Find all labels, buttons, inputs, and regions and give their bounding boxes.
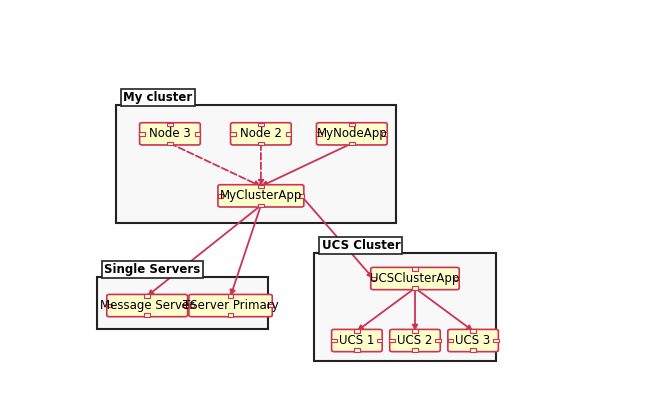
- Bar: [435, 339, 441, 342]
- Bar: [228, 294, 233, 298]
- FancyBboxPatch shape: [189, 294, 273, 317]
- Bar: [228, 313, 233, 317]
- Bar: [349, 142, 355, 145]
- Bar: [412, 329, 418, 333]
- Bar: [183, 304, 188, 307]
- Bar: [258, 185, 263, 188]
- Text: TServer Primary: TServer Primary: [183, 299, 278, 312]
- Bar: [258, 123, 263, 126]
- Text: My cluster: My cluster: [123, 91, 193, 104]
- Text: Message Server: Message Server: [100, 299, 194, 312]
- Bar: [412, 267, 418, 271]
- FancyBboxPatch shape: [390, 330, 440, 352]
- Text: UCS Cluster: UCS Cluster: [321, 239, 400, 252]
- Bar: [377, 339, 383, 342]
- Bar: [230, 132, 236, 135]
- Bar: [412, 286, 418, 290]
- Bar: [382, 132, 387, 135]
- Text: MyClusterApp: MyClusterApp: [220, 189, 302, 202]
- Text: UCS 2: UCS 2: [397, 334, 433, 347]
- Bar: [167, 142, 173, 145]
- Text: UCS 1: UCS 1: [339, 334, 375, 347]
- Bar: [331, 339, 337, 342]
- Bar: [354, 329, 360, 333]
- FancyBboxPatch shape: [448, 330, 498, 352]
- FancyBboxPatch shape: [107, 294, 188, 317]
- FancyBboxPatch shape: [218, 185, 304, 207]
- Bar: [470, 329, 476, 333]
- FancyBboxPatch shape: [316, 123, 387, 145]
- Bar: [454, 277, 460, 280]
- Bar: [167, 123, 173, 126]
- Bar: [354, 348, 360, 352]
- Bar: [447, 339, 453, 342]
- Text: UCSClusterApp: UCSClusterApp: [370, 272, 460, 285]
- Bar: [106, 304, 112, 307]
- Text: Node 3: Node 3: [149, 127, 191, 140]
- Bar: [470, 348, 476, 352]
- Bar: [267, 304, 273, 307]
- Text: MyNodeApp: MyNodeApp: [316, 127, 387, 140]
- Bar: [349, 123, 355, 126]
- Bar: [195, 132, 201, 135]
- Bar: [286, 132, 291, 135]
- FancyBboxPatch shape: [371, 267, 459, 290]
- Bar: [188, 304, 194, 307]
- Bar: [493, 339, 499, 342]
- Text: UCS 3: UCS 3: [456, 334, 491, 347]
- Bar: [140, 132, 145, 135]
- Text: Node 2: Node 2: [240, 127, 282, 140]
- Bar: [116, 105, 396, 223]
- Bar: [258, 142, 263, 145]
- FancyBboxPatch shape: [231, 123, 291, 145]
- Bar: [370, 277, 376, 280]
- Bar: [314, 253, 496, 361]
- Bar: [144, 294, 150, 298]
- Bar: [258, 204, 263, 207]
- Bar: [218, 194, 223, 197]
- Bar: [412, 348, 418, 352]
- Bar: [389, 339, 395, 342]
- FancyBboxPatch shape: [332, 330, 382, 352]
- Text: Single Servers: Single Servers: [104, 263, 200, 275]
- FancyBboxPatch shape: [140, 123, 200, 145]
- Bar: [144, 313, 150, 317]
- Bar: [316, 132, 322, 135]
- Bar: [299, 194, 304, 197]
- Bar: [96, 277, 269, 330]
